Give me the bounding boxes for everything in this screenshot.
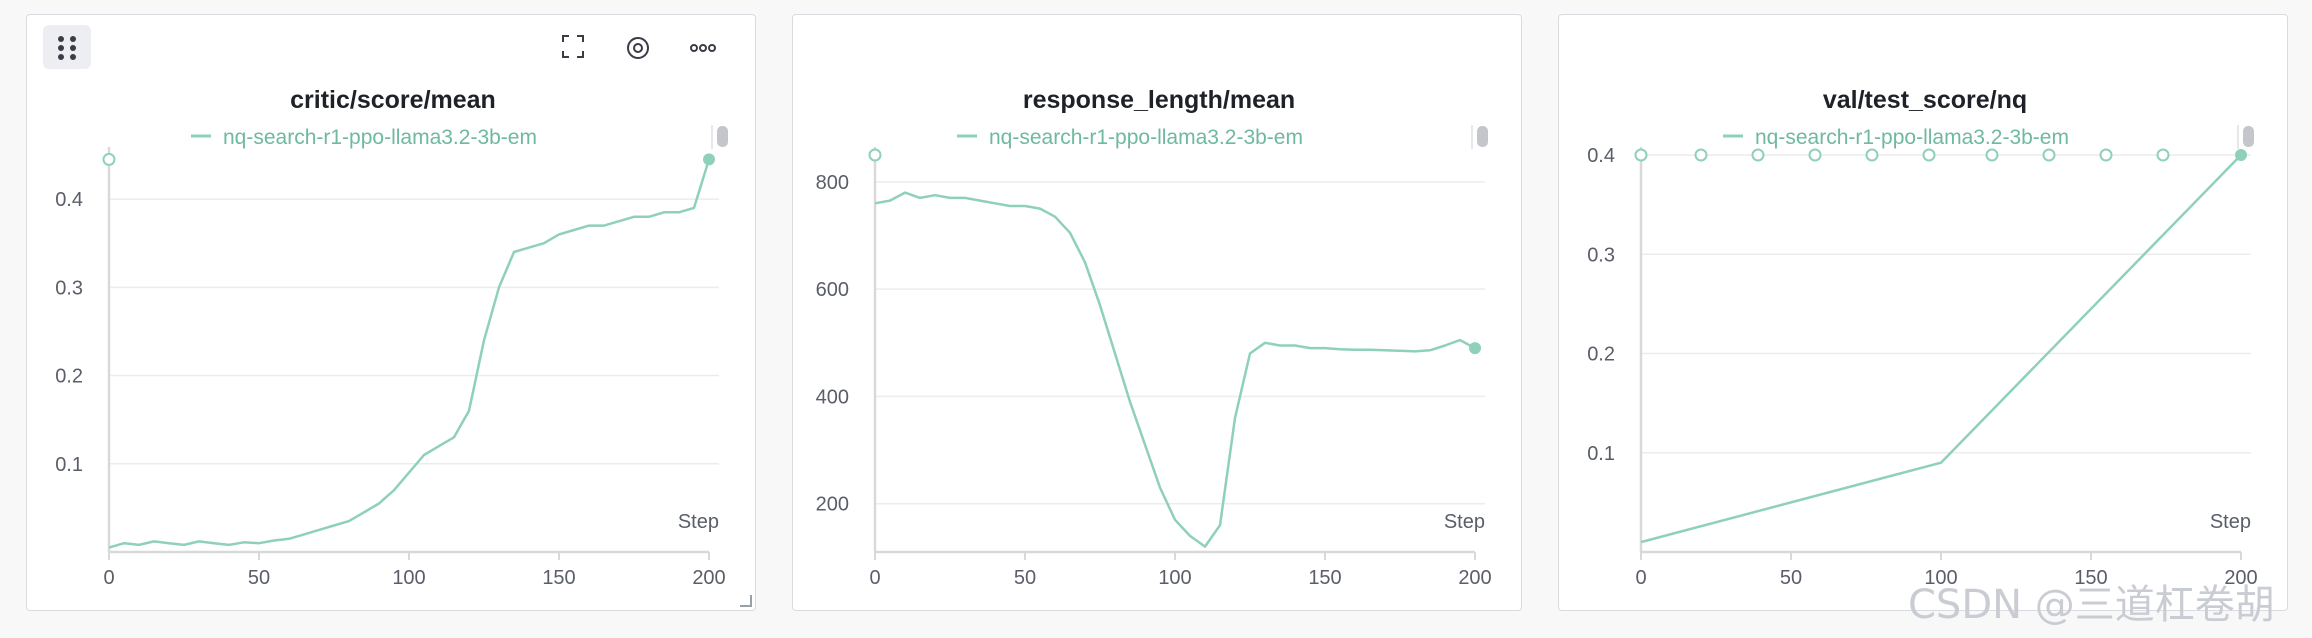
chart-panel-critic-score: critic/score/mean nq-search-r1-ppo-llama… bbox=[26, 14, 756, 611]
chart-panel-response-length: response_length/mean nq-search-r1-ppo-ll… bbox=[792, 14, 1522, 611]
data-point-marker bbox=[2235, 149, 2247, 161]
y-tick-label: 0.1 bbox=[55, 454, 83, 476]
axes bbox=[1639, 147, 2242, 560]
data-point-marker bbox=[1469, 342, 1481, 355]
y-tick-label: 0.3 bbox=[1587, 244, 1615, 266]
data-point-marker bbox=[2042, 148, 2056, 162]
data-point-marker bbox=[1865, 148, 1879, 162]
markers bbox=[102, 152, 715, 166]
legend: nq-search-r1-ppo-llama3.2-3b-em bbox=[1723, 126, 2069, 149]
y-tick-label: 0.2 bbox=[1587, 344, 1615, 366]
x-tick-label: 100 bbox=[392, 567, 425, 589]
y-tick-label: 800 bbox=[816, 172, 849, 194]
chart-title: val/test_score/nq bbox=[1823, 86, 2027, 114]
x-axis-label: Step bbox=[2210, 511, 2251, 533]
drag-grid-icon[interactable] bbox=[43, 25, 91, 69]
x-tick-label: 200 bbox=[1458, 567, 1491, 589]
x-tick-label: 200 bbox=[692, 567, 725, 589]
axes bbox=[107, 147, 710, 560]
watermark: CSDN @三道杠卷胡 bbox=[1908, 582, 2275, 628]
x-axis-label: Step bbox=[678, 511, 719, 533]
x-tick-label: 150 bbox=[1308, 567, 1341, 589]
chart-svg: val/test_score/nq nq-search-r1-ppo-llama… bbox=[1587, 86, 2258, 589]
x-tick-label: 0 bbox=[869, 567, 880, 589]
x-ticks: 0 50 100 150 200 bbox=[869, 567, 1491, 589]
chart-panel-val-test-score: val/test_score/nq nq-search-r1-ppo-llama… bbox=[1558, 14, 2288, 611]
chart-svg: response_length/mean nq-search-r1-ppo-ll… bbox=[816, 86, 1492, 589]
data-point-marker bbox=[1985, 148, 1999, 162]
x-tick-label: 50 bbox=[248, 567, 270, 589]
markers bbox=[868, 148, 1481, 355]
resize-handle[interactable] bbox=[740, 595, 752, 607]
y-tick-label: 0.3 bbox=[55, 277, 83, 299]
data-point-marker bbox=[102, 152, 116, 166]
x-ticks: 0 50 100 150 200 bbox=[103, 567, 725, 589]
x-tick-label: 0 bbox=[103, 567, 114, 589]
y-tick-label: 0.1 bbox=[1587, 443, 1615, 465]
legend-toggle-icon[interactable] bbox=[1471, 125, 1488, 149]
markers bbox=[1634, 148, 2247, 162]
legend-toggle-icon[interactable] bbox=[2237, 125, 2254, 149]
legend: nq-search-r1-ppo-llama3.2-3b-em bbox=[957, 126, 1303, 149]
chart-svg: critic/score/mean nq-search-r1-ppo-llama… bbox=[43, 25, 728, 589]
y-ticks: 200 400 600 800 bbox=[816, 172, 849, 516]
x-tick-label: 0 bbox=[1635, 567, 1646, 589]
legend-toggle-icon[interactable] bbox=[711, 125, 728, 149]
legend-label: nq-search-r1-ppo-llama3.2-3b-em bbox=[1755, 126, 2069, 149]
x-tick-label: 200 bbox=[2224, 567, 2257, 589]
data-point-marker bbox=[2156, 148, 2170, 162]
legend: nq-search-r1-ppo-llama3.2-3b-em bbox=[191, 126, 537, 149]
series-path bbox=[108, 159, 711, 549]
series-line bbox=[874, 191, 1476, 548]
series-line bbox=[1640, 154, 2242, 544]
series-path bbox=[1640, 154, 2242, 544]
data-point-marker bbox=[1751, 148, 1765, 162]
grid bbox=[109, 198, 719, 465]
chart-title: response_length/mean bbox=[1023, 86, 1295, 114]
y-tick-label: 0.4 bbox=[55, 189, 83, 211]
gear-icon[interactable] bbox=[627, 37, 649, 59]
x-tick-label: 50 bbox=[1014, 567, 1036, 589]
y-tick-label: 0.2 bbox=[55, 366, 83, 388]
data-point-marker bbox=[868, 148, 882, 162]
data-point-marker bbox=[1808, 148, 1822, 162]
series-line bbox=[108, 159, 711, 549]
chart-title: critic/score/mean bbox=[290, 86, 496, 114]
more-dots-icon[interactable] bbox=[690, 44, 716, 52]
x-tick-label: 150 bbox=[2074, 567, 2107, 589]
x-tick-label: 100 bbox=[1158, 567, 1191, 589]
data-point-marker bbox=[2099, 148, 2113, 162]
data-point-marker bbox=[1694, 148, 1708, 162]
y-tick-label: 600 bbox=[816, 279, 849, 301]
y-tick-label: 200 bbox=[816, 494, 849, 516]
y-ticks: 0.1 0.2 0.3 0.4 bbox=[1587, 145, 1615, 465]
series-path bbox=[874, 191, 1476, 548]
x-tick-label: 150 bbox=[542, 567, 575, 589]
y-ticks: 0.1 0.2 0.3 0.4 bbox=[55, 189, 83, 476]
x-axis-label: Step bbox=[1444, 511, 1485, 533]
x-ticks: 0 50 100 150 200 bbox=[1635, 567, 2257, 589]
grid bbox=[1641, 154, 2251, 454]
grid bbox=[875, 181, 1485, 505]
data-point-marker bbox=[703, 153, 715, 166]
legend-label: nq-search-r1-ppo-llama3.2-3b-em bbox=[223, 126, 537, 149]
data-point-marker bbox=[1922, 148, 1936, 162]
y-tick-label: 0.4 bbox=[1587, 145, 1615, 167]
data-point-marker bbox=[1634, 148, 1648, 162]
axes bbox=[873, 147, 1476, 560]
legend-label: nq-search-r1-ppo-llama3.2-3b-em bbox=[989, 126, 1303, 149]
y-tick-label: 400 bbox=[816, 386, 849, 408]
x-tick-label: 100 bbox=[1924, 567, 1957, 589]
fullscreen-icon[interactable] bbox=[562, 35, 584, 58]
x-tick-label: 50 bbox=[1780, 567, 1802, 589]
